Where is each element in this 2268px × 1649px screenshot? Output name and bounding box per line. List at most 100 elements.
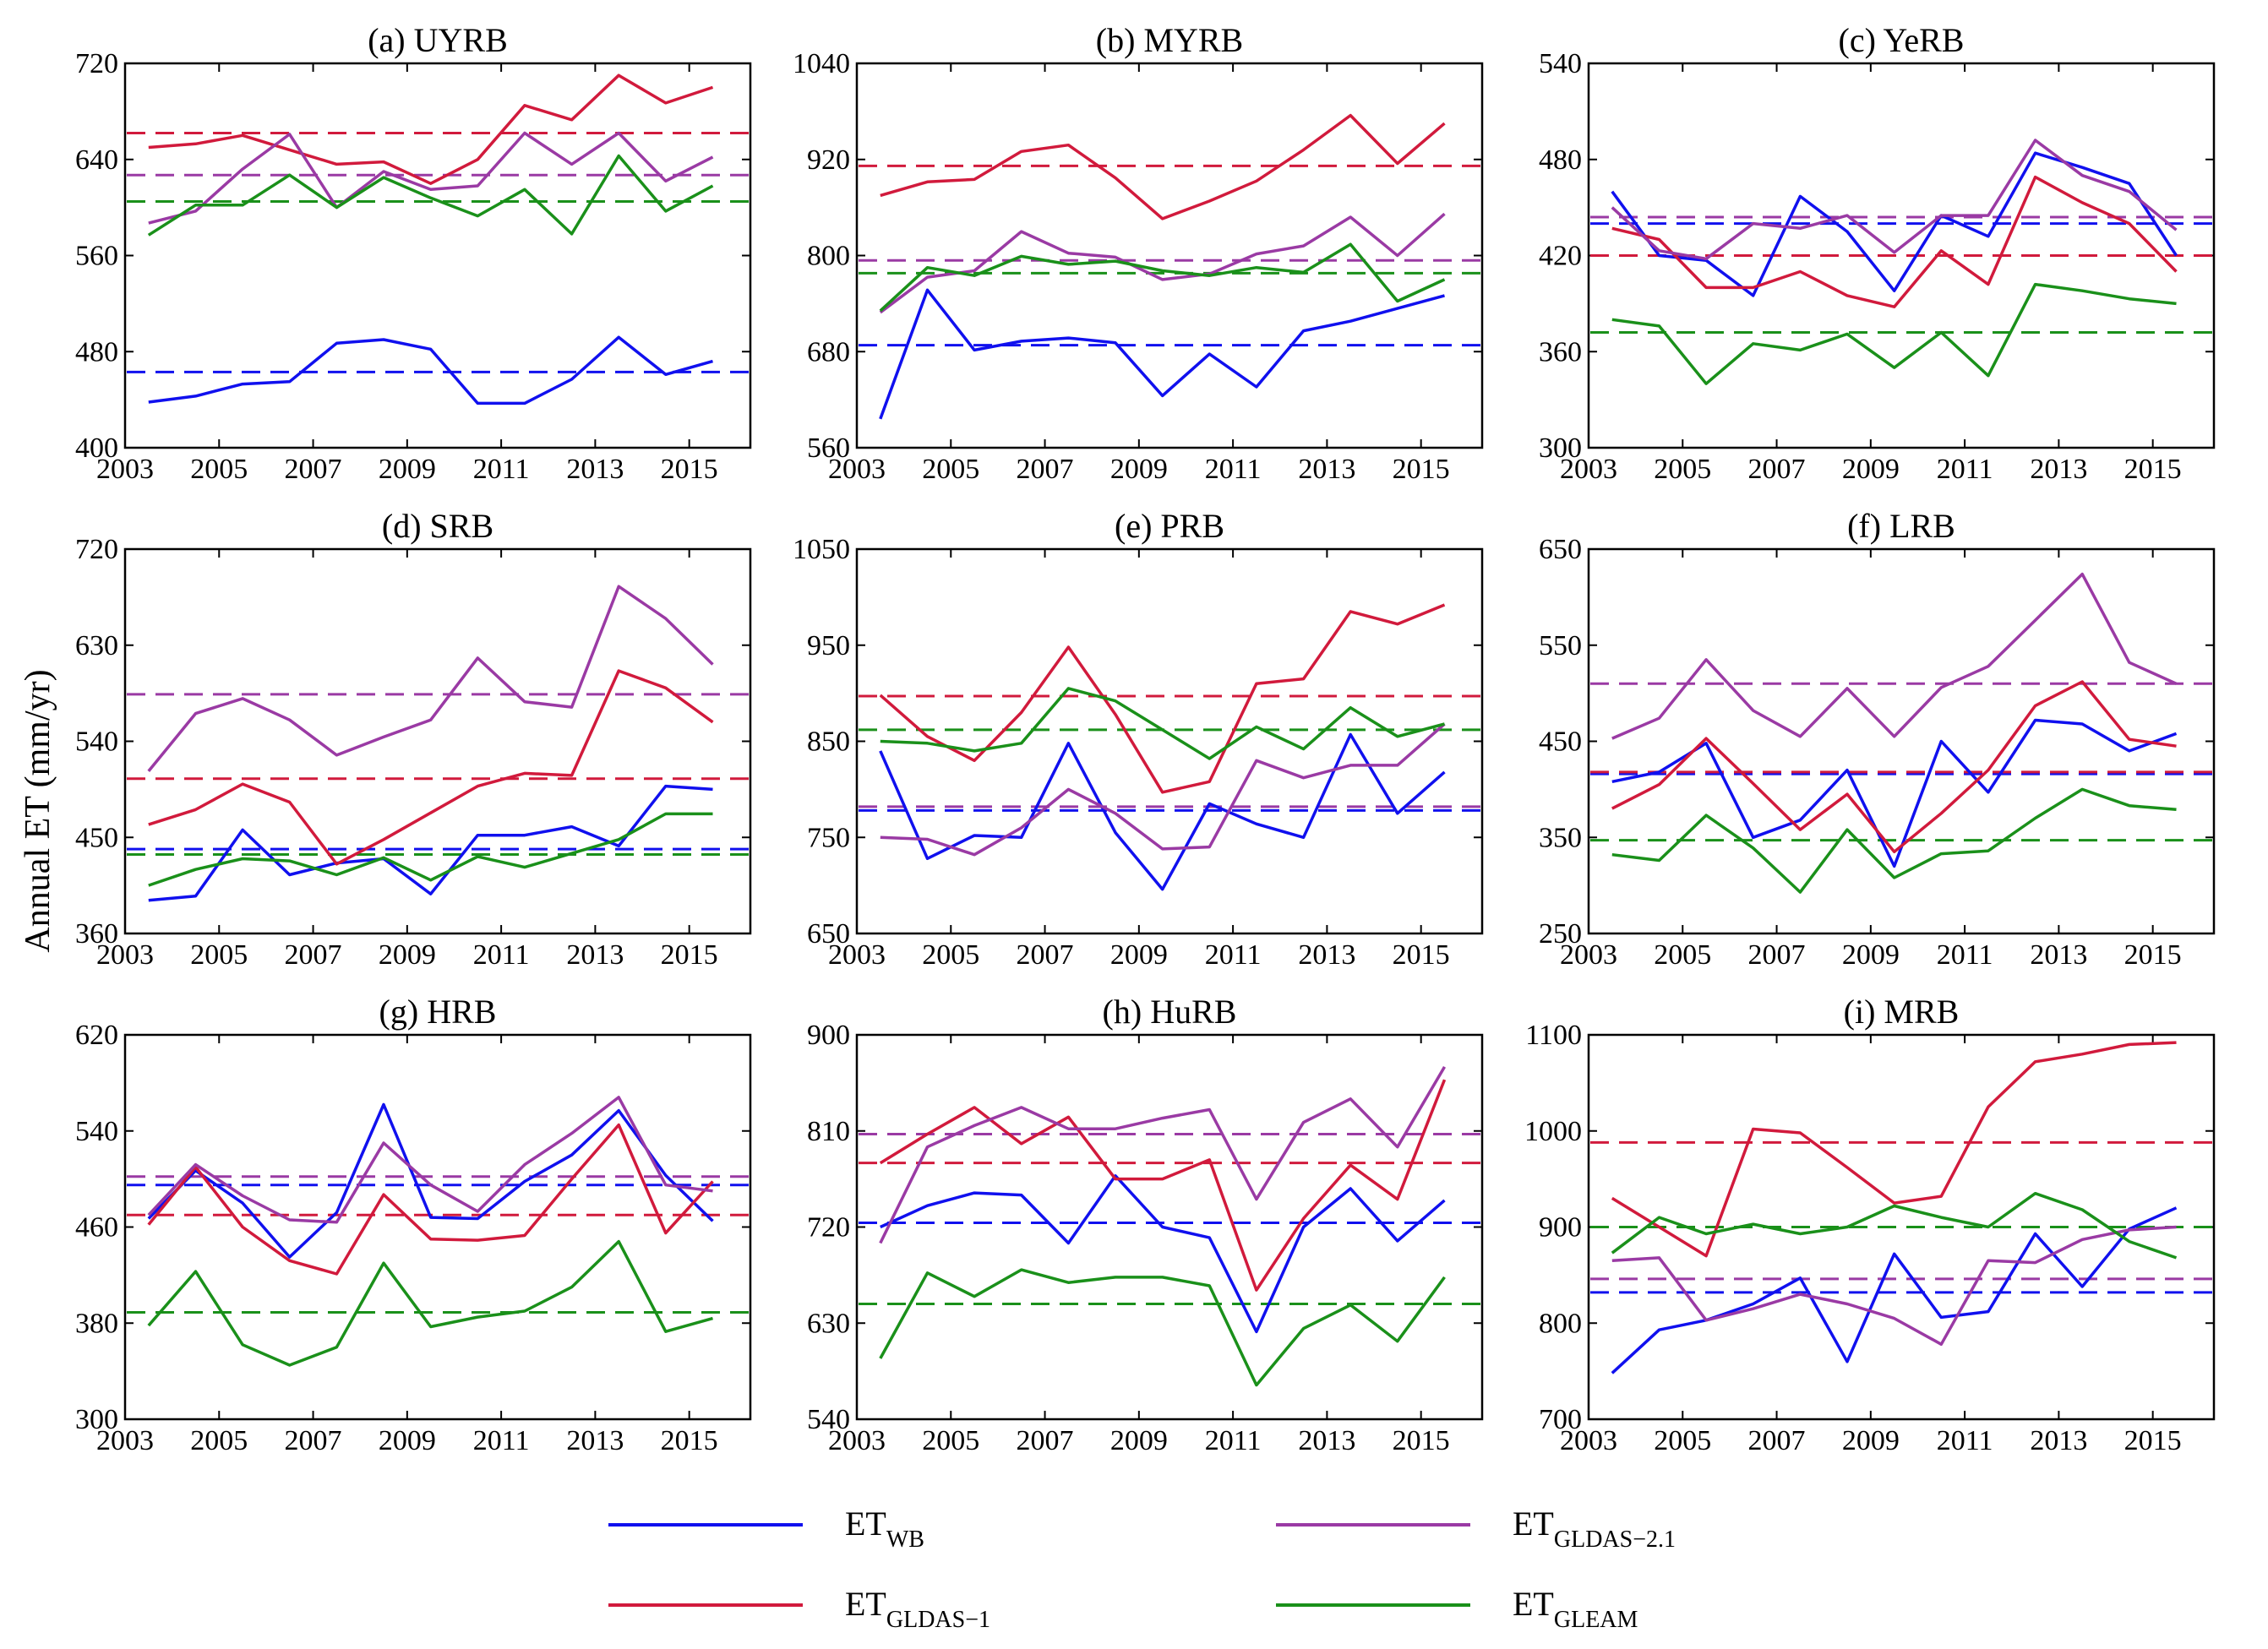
y-tick-label: 250 (1539, 918, 1582, 950)
y-tick-label: 350 (1539, 822, 1582, 853)
series-line-wb (147, 1102, 714, 1259)
panel-title: (i) MRB (1844, 993, 1960, 1031)
x-tick-label: 2015 (1393, 454, 1450, 485)
y-tick-label: 360 (1539, 336, 1582, 367)
series-line-gldas1 (1611, 680, 2177, 854)
series-line-gldas1 (147, 1123, 714, 1276)
panel-title: (b) MYRB (1096, 21, 1243, 59)
legend-label: ETGLDAS−2.1 (1513, 1505, 1676, 1553)
y-tick-label: 920 (807, 144, 850, 176)
panel-title: (f) LRB (1847, 507, 1955, 545)
series-line-gleam (879, 242, 1446, 313)
series-line-gldas1 (880, 113, 1446, 220)
x-tick-label: 2009 (379, 1425, 436, 1456)
panel-title: (g) HRB (379, 993, 497, 1031)
x-tick-label: 2011 (1937, 454, 1993, 485)
x-tick-label: 2003 (828, 939, 886, 971)
plot-frame (855, 1033, 1484, 1421)
y-tick-label: 630 (75, 630, 118, 661)
panel-8: (h) HuRB 540 630 720 810 900 2003 2005 2007 2009 2… (807, 993, 1484, 1456)
panel-9: (i) MRB 700 800 900 1000 1100 2003 2005 2007 2009… (1524, 993, 2216, 1456)
x-tick-label: 2003 (828, 454, 886, 485)
series-line-gleam (147, 1239, 713, 1367)
legend-item-wb: ETWB (608, 1505, 924, 1553)
series-line-gldas1 (879, 603, 1446, 794)
legend: ETWB ETGLDAS−2.1 ETGLDAS−1 ETGLEAM (608, 1505, 1676, 1633)
y-tick-label: 800 (807, 241, 850, 272)
legend-subscript: GLEAM (1554, 1607, 1638, 1633)
legend-item-gldas1: ETGLDAS−1 (608, 1585, 990, 1633)
y-tick-label: 450 (1539, 727, 1582, 758)
x-tick-label: 2015 (661, 939, 718, 971)
y-tick-label: 640 (75, 144, 118, 176)
panel-7: (g) HRB 300 380 460 540 620 2003 2005 2007 2009 20… (75, 993, 752, 1456)
y-tick-label: 560 (807, 433, 850, 464)
x-tick-label: 2015 (1393, 939, 1450, 971)
panel-title: (e) PRB (1115, 507, 1224, 545)
plot-frame (123, 1033, 752, 1421)
x-tick-label: 2005 (1654, 939, 1711, 971)
x-tick-label: 2013 (2030, 1425, 2087, 1456)
series-line-gldas21 (879, 1066, 1447, 1244)
x-tick-label: 2005 (190, 939, 248, 971)
series-line-wb (148, 335, 713, 405)
panels: (a) UYRB 400 480 560 640 720 2003 2005 2007 2009 2… (75, 21, 2216, 1456)
y-tick-label: 1040 (793, 48, 850, 79)
y-tick-label: 620 (75, 1020, 118, 1051)
x-tick-label: 2011 (473, 1425, 530, 1456)
y-tick-label: 720 (75, 534, 118, 565)
x-tick-label: 2007 (1748, 454, 1806, 485)
x-tick-label: 2013 (566, 454, 624, 485)
series-line-wb (1611, 151, 2178, 297)
x-tick-label: 2005 (922, 454, 979, 485)
x-tick-label: 2015 (2124, 1425, 2182, 1456)
y-tick-label: 720 (807, 1212, 850, 1244)
x-tick-label: 2005 (1654, 454, 1711, 485)
y-tick-label: 300 (75, 1404, 118, 1435)
y-tick-label: 540 (75, 727, 118, 758)
legend-subscript: GLDAS−2.1 (1554, 1527, 1676, 1553)
y-tick-label: 800 (1539, 1308, 1582, 1339)
x-tick-label: 2013 (566, 939, 624, 971)
y-tick-label: 450 (75, 822, 118, 853)
series-line-wb (1611, 1206, 2178, 1374)
y-tick-label: 400 (75, 433, 118, 464)
x-tick-label: 2003 (96, 1425, 154, 1456)
x-tick-label: 2011 (1937, 1425, 1993, 1456)
legend-item-gleam: ETGLEAM (1276, 1585, 1638, 1633)
y-tick-label: 850 (807, 727, 850, 758)
x-tick-label: 2007 (285, 454, 342, 485)
series-line-gleam (1611, 787, 2177, 894)
series-line-wb (148, 784, 713, 902)
panel-5: (e) PRB 650 750 850 950 1050 2003 2005 2007 2009 2… (793, 507, 1484, 971)
y-tick-label: 540 (75, 1116, 118, 1147)
y-tick-label: 1100 (1525, 1020, 1582, 1051)
x-tick-label: 2013 (2030, 939, 2087, 971)
x-tick-label: 2007 (1748, 939, 1806, 971)
y-tick-label: 380 (75, 1308, 118, 1339)
series-line-gleam (1611, 1191, 2178, 1260)
x-tick-label: 2005 (190, 1425, 248, 1456)
y-tick-label: 480 (75, 336, 118, 367)
series-line-gldas1 (879, 1079, 1447, 1292)
series-line-gldas21 (880, 722, 1446, 857)
series-line-wb (879, 288, 1445, 420)
series-line-gleam (879, 1268, 1446, 1387)
panel-1: (a) UYRB 400 480 560 640 720 2003 2005 2007 2009 2… (75, 21, 752, 485)
series-line-gleam (148, 812, 713, 887)
x-tick-label: 2009 (1842, 939, 1900, 971)
series-line-gldas21 (147, 1096, 713, 1224)
y-tick-label: 540 (807, 1404, 850, 1435)
series-line-gleam (1611, 282, 2177, 385)
y-tick-label: 630 (807, 1308, 850, 1339)
legend-subscript: GLDAS−1 (886, 1607, 990, 1633)
legend-subscript: WB (886, 1527, 924, 1553)
x-tick-label: 2013 (566, 1425, 624, 1456)
y-tick-label: 810 (807, 1116, 850, 1147)
y-tick-label: 540 (1539, 48, 1582, 79)
x-tick-label: 2007 (1748, 1425, 1806, 1456)
series-line-gldas21 (147, 585, 714, 773)
y-tick-label: 680 (807, 336, 850, 367)
y-tick-label: 700 (1539, 1404, 1582, 1435)
x-tick-label: 2009 (1110, 454, 1168, 485)
